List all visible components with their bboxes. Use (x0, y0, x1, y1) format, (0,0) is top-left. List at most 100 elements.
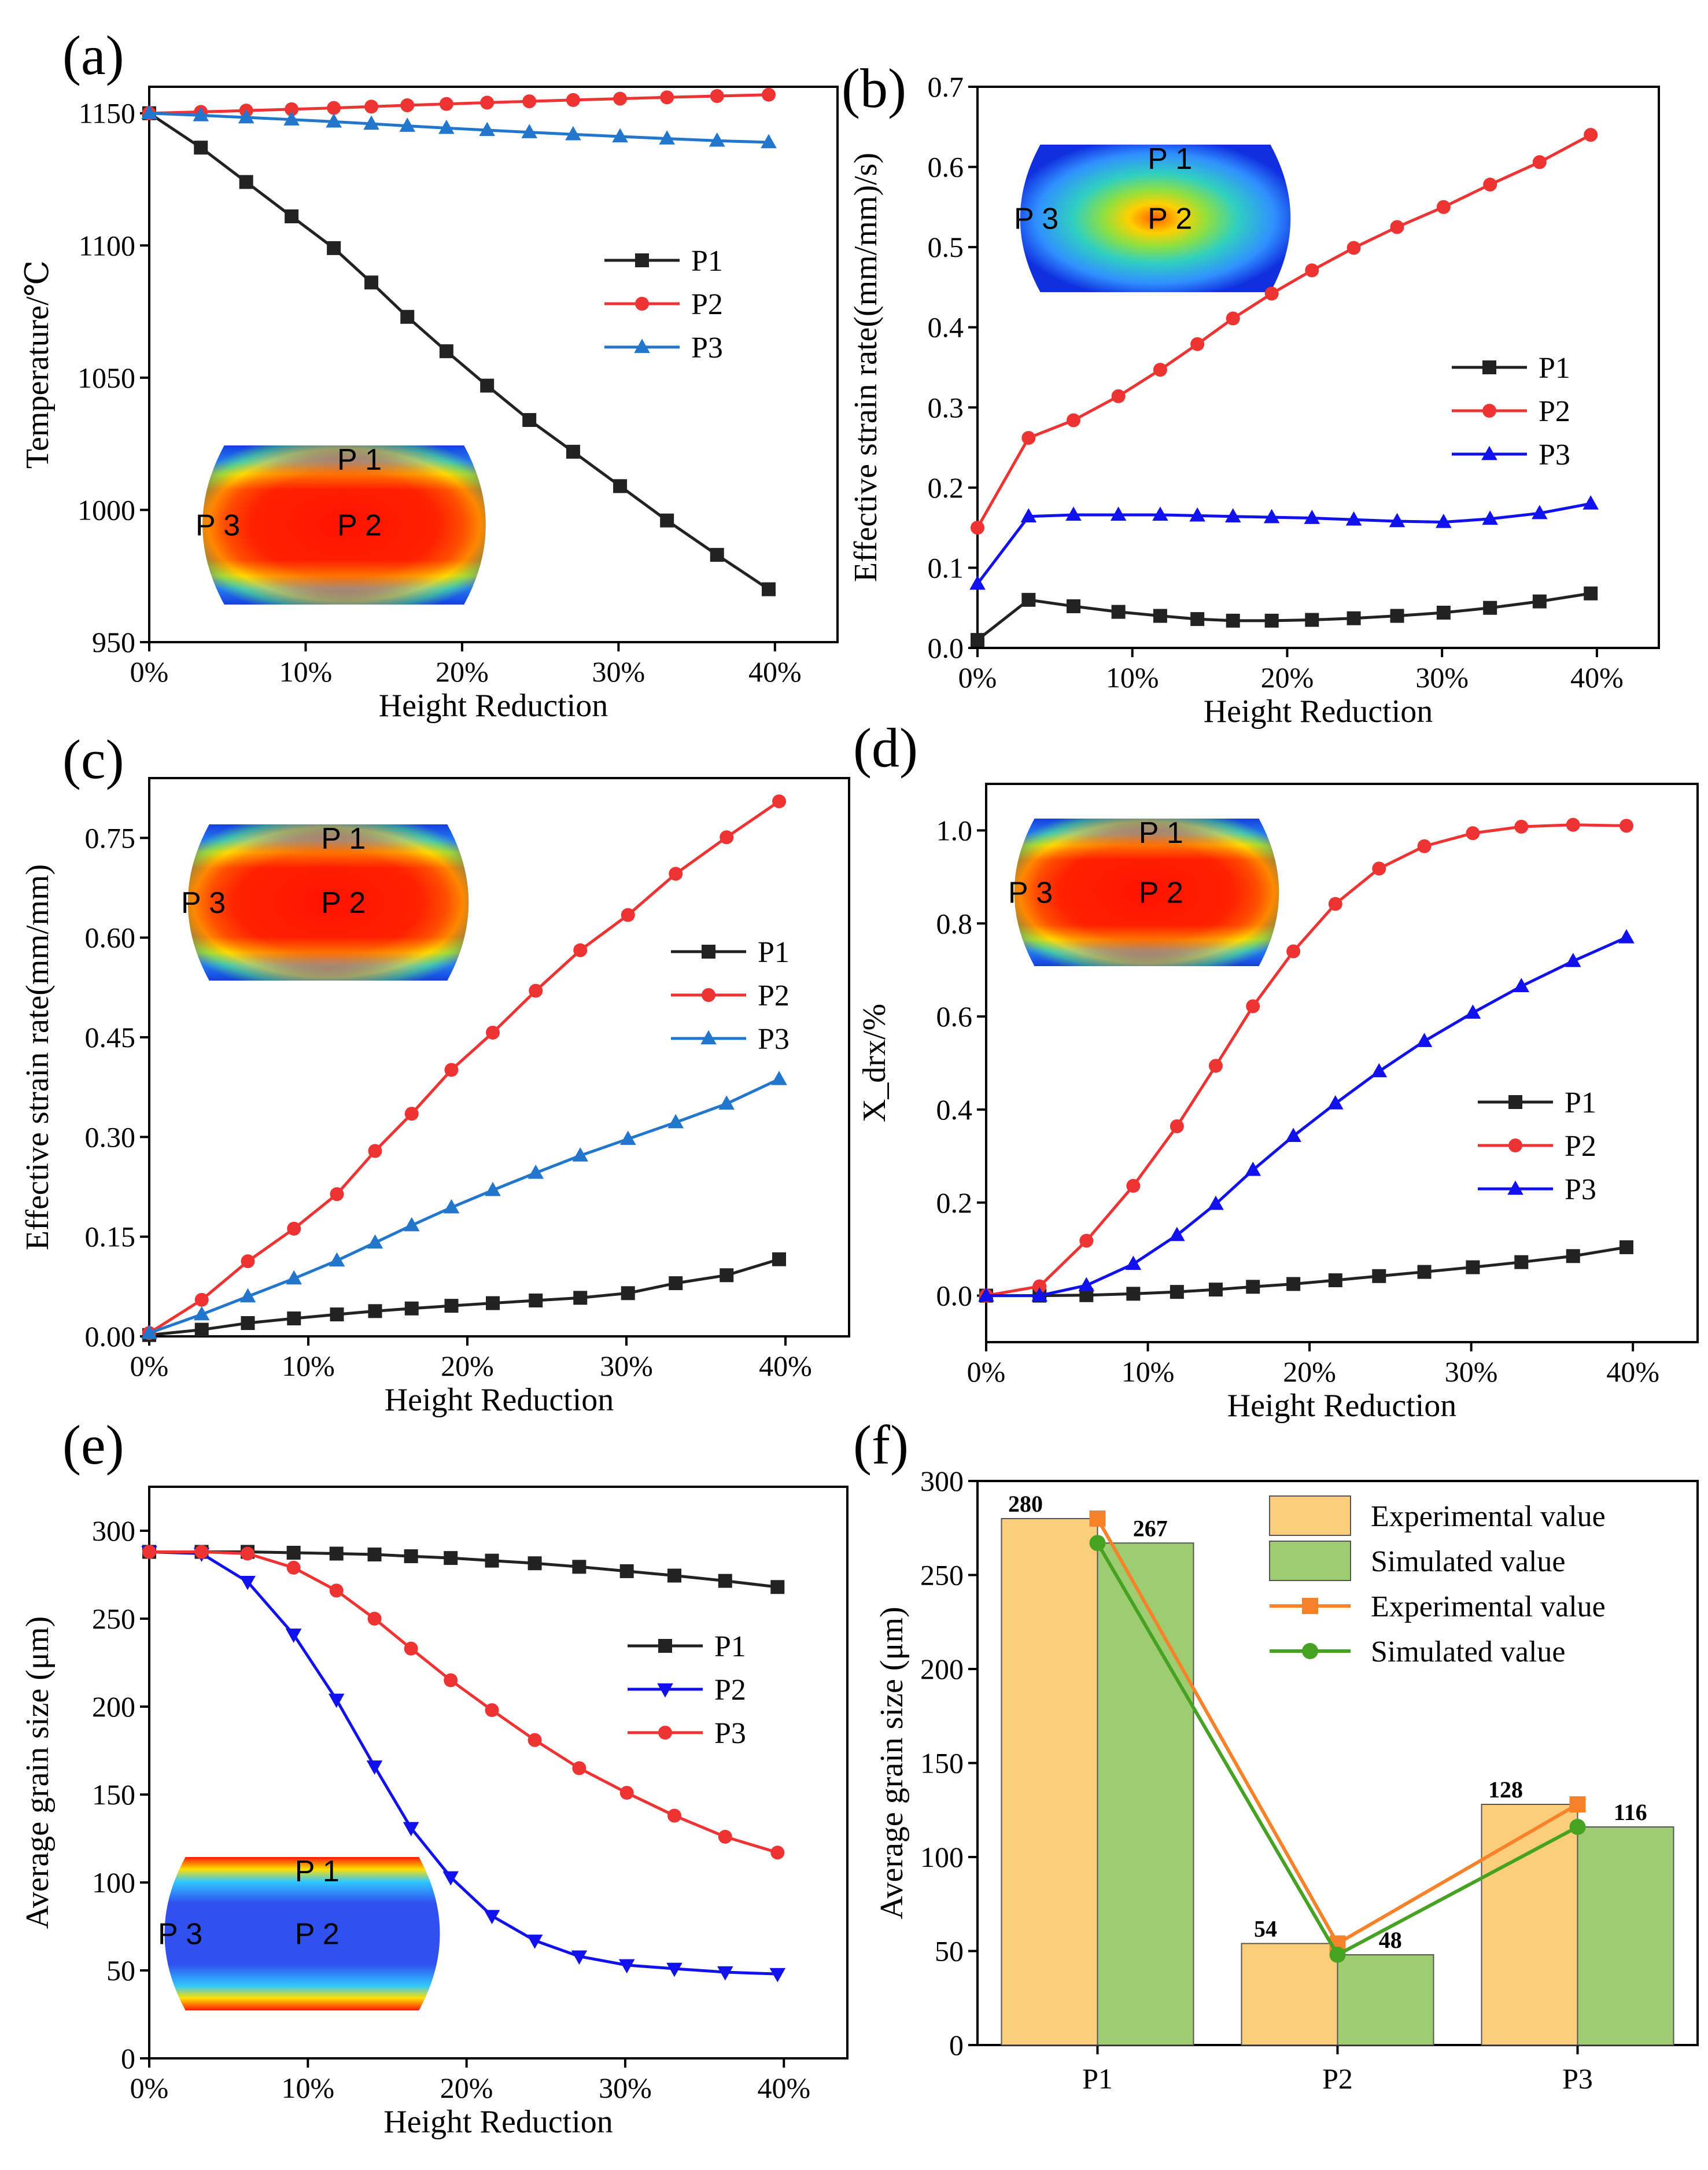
y-tick-label: 200 (92, 1690, 135, 1723)
data-point (241, 1316, 255, 1331)
data-point (619, 1785, 634, 1800)
legend-marker (635, 253, 649, 267)
x-tick-label: 10% (1122, 1355, 1175, 1388)
data-point (522, 413, 537, 427)
plot-frame (985, 783, 1699, 1343)
inset-label-p2: P 2 (337, 509, 382, 543)
x-tick-label: 30% (600, 1350, 653, 1382)
panel-label: (b) (842, 57, 906, 119)
data-point (1153, 363, 1167, 377)
data-point (619, 1564, 634, 1578)
data-point (660, 90, 674, 105)
data-point (1483, 600, 1497, 615)
data-point (142, 1545, 156, 1559)
data-point (330, 1187, 344, 1202)
y-tick-label: 0.7 (928, 71, 964, 103)
data-point (1153, 609, 1167, 623)
data-point (762, 582, 776, 596)
data-point (367, 1234, 383, 1249)
bar-value-label: 267 (1133, 1515, 1168, 1541)
y-tick-label: 0.60 (85, 922, 136, 954)
y-tick-label: 0.6 (928, 151, 964, 183)
y-axis-label: X_drx/% (857, 1004, 892, 1122)
legend-label: P3 (1539, 439, 1570, 471)
y-tick-label: 0.1 (928, 551, 964, 584)
data-point (772, 794, 786, 809)
legend-item-p3: P3 (1478, 1173, 1596, 1206)
data-point (444, 1673, 458, 1688)
legend-item-p1: P1 (628, 1630, 746, 1663)
data-point (527, 1733, 542, 1747)
y-tick-label: 0.6 (936, 1000, 973, 1033)
plot-frame (148, 777, 850, 1338)
data-point (1190, 612, 1205, 627)
data-point (403, 1822, 419, 1837)
data-point (287, 1311, 301, 1325)
data-point (660, 513, 674, 528)
inset-contour: P 1 P 3 P 2 (181, 822, 469, 981)
data-point (1170, 1119, 1184, 1133)
data-point (194, 1292, 209, 1307)
data-point (1565, 952, 1581, 967)
x-tick-label: 40% (1606, 1355, 1659, 1388)
inset-label-p2: P 2 (1148, 202, 1192, 236)
data-point (1416, 1033, 1433, 1047)
inset-label-p1: P 1 (337, 443, 382, 477)
data-point (1286, 944, 1301, 959)
legend-marker (700, 1030, 717, 1045)
legend-marker (658, 1639, 672, 1653)
data-point (772, 1252, 786, 1266)
data-point (1466, 826, 1480, 841)
legend-label: Experimental value (1371, 1500, 1606, 1533)
legend-marker (702, 988, 715, 1002)
data-point (1190, 337, 1205, 351)
data-point (485, 1553, 499, 1568)
y-tick-label: 0.0 (936, 1280, 973, 1312)
legend-label: P2 (714, 1674, 746, 1707)
series-line (149, 1078, 780, 1335)
panel-label: (e) (62, 1414, 124, 1476)
data-point (621, 1286, 635, 1300)
y-tick-label: 250 (92, 1602, 135, 1635)
data-point (1582, 495, 1599, 510)
legend-item-p3: P3 (671, 1023, 790, 1056)
data-point (404, 1301, 419, 1316)
legend-item-p3: P3 (628, 1717, 746, 1750)
inset-fill (164, 1857, 440, 2010)
data-point (1111, 605, 1126, 619)
data-point (367, 1612, 382, 1626)
inset-fill (1020, 145, 1291, 292)
inset-label-p3: P 3 (181, 886, 226, 920)
data-point (527, 1164, 544, 1179)
data-point (1514, 1255, 1529, 1269)
y-tick-label: 0.4 (928, 311, 964, 344)
data-point (287, 1221, 301, 1236)
legend-marker (1481, 445, 1497, 460)
data-point (1031, 1287, 1048, 1302)
panel-label: (a) (62, 24, 124, 86)
bar (1097, 1542, 1194, 2046)
inset-label-p1: P 1 (1148, 142, 1192, 176)
legend-label: Simulated value (1371, 1545, 1565, 1578)
data-point (621, 908, 635, 922)
x-tick-label: 0% (958, 661, 997, 694)
bar-value-label: 280 (1008, 1491, 1043, 1517)
data-point (364, 275, 379, 290)
data-point (761, 134, 777, 149)
y-tick-label: 0 (949, 2029, 964, 2061)
legend-marker (634, 338, 650, 353)
data-point (709, 132, 725, 147)
inset-core (202, 445, 486, 605)
data-point (1569, 1796, 1586, 1812)
legend-label: Experimental value (1371, 1590, 1606, 1623)
legend-marker (658, 1726, 672, 1740)
x-tick-label: P1 (1082, 2062, 1113, 2095)
data-point (572, 1761, 586, 1775)
data-point (1208, 1059, 1223, 1073)
data-point (1532, 594, 1547, 609)
data-point (443, 1199, 460, 1214)
bar-value-label: 128 (1488, 1777, 1523, 1803)
data-point (770, 1845, 785, 1860)
inset-label-p1: P 1 (321, 822, 366, 856)
y-tick-label: 0.0 (928, 632, 964, 664)
